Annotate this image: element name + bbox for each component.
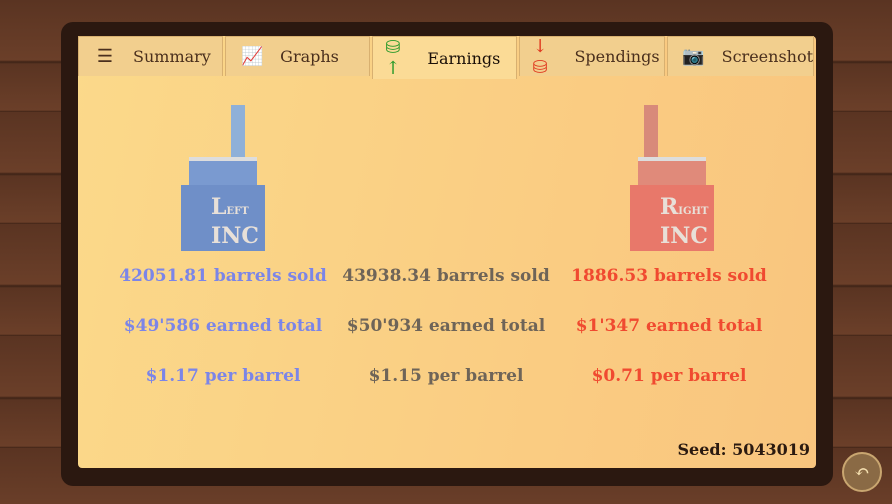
tab-label: Spendings — [574, 47, 660, 66]
camera-icon: 📷 — [682, 46, 705, 67]
per-barrel: $1.15 per barrel — [368, 366, 524, 386]
tab-screenshot[interactable]: 📷 Screenshot — [666, 36, 815, 76]
earned-total: $49'586 earned total — [123, 316, 323, 336]
right-inc-stats: 1886.53 barrels sold $1'347 earned total… — [549, 266, 789, 416]
coins-down-icon: ↓⛁ — [532, 35, 548, 78]
left-inc-stats: 42051.81 barrels sold $49'586 earned tot… — [103, 266, 343, 416]
earnings-panel — [78, 36, 816, 468]
per-barrel: $1.17 per barrel — [145, 366, 301, 386]
barrels-sold: 43938.34 barrels sold — [342, 266, 550, 286]
barrels-sold: 1886.53 barrels sold — [571, 266, 767, 286]
tab-graphs[interactable]: 📈 Graphs — [225, 36, 371, 76]
chimney — [231, 105, 245, 157]
tab-label: Earnings — [427, 48, 501, 68]
barrels-sold: 42051.81 barrels sold — [119, 266, 327, 286]
coins-up-icon: ⛁↑ — [385, 37, 401, 79]
tab-earnings[interactable]: ⛁↑ Earnings — [372, 36, 518, 79]
total-stats: 43938.34 barrels sold $50'934 earned tot… — [326, 266, 566, 416]
tab-label: Summary — [133, 47, 211, 66]
back-arrow-icon: ↶ — [854, 461, 870, 483]
back-button[interactable]: ↶ — [842, 452, 882, 492]
right-inc-building: RIGHT INC — [630, 105, 714, 251]
left-inc-building: LEFT INC — [181, 105, 265, 251]
earned-total: $50'934 earned total — [346, 316, 546, 336]
tab-spendings[interactable]: ↓⛁ Spendings — [519, 35, 665, 78]
seed-label: Seed: 5043019 — [677, 440, 810, 459]
earned-total: $1'347 earned total — [575, 316, 763, 336]
tab-label: Graphs — [280, 47, 339, 66]
per-barrel: $0.71 per barrel — [591, 366, 747, 386]
tab-bar: ☰ Summary 📈 Graphs ⛁↑ Earnings ↓⛁ Spendings … — [78, 35, 816, 79]
list-icon: ☰ — [96, 46, 114, 67]
left-inc-logo: LEFT INC — [181, 185, 265, 251]
graph-icon: 📈 — [240, 46, 264, 67]
tab-summary[interactable]: ☰ Summary — [78, 36, 224, 76]
chimney — [644, 105, 658, 157]
right-inc-logo: RIGHT INC — [630, 185, 714, 251]
tab-label: Screenshot — [721, 47, 814, 66]
